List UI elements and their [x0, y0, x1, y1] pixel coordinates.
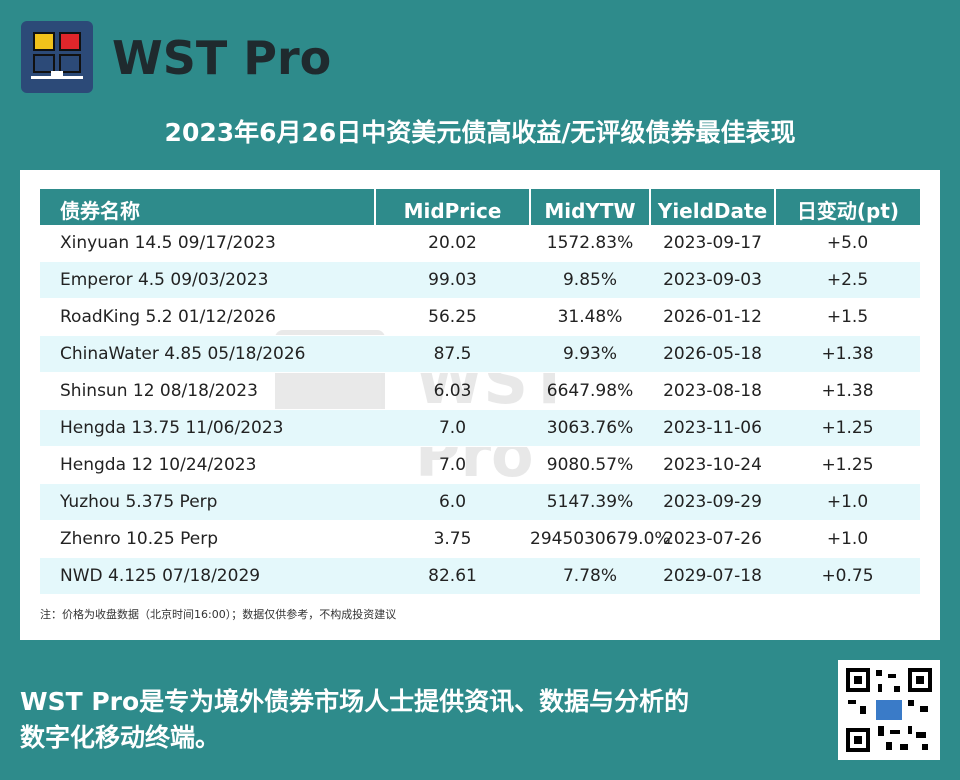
- qr-code-icon: [838, 660, 940, 760]
- cell-mid-ytw: 6647.98%: [530, 372, 650, 410]
- cell-bond-name: RoadKing 5.2 01/12/2026: [40, 298, 375, 336]
- table-row: Hengda 12 10/24/2023 7.0 9080.57% 2023-10-2…: [40, 446, 920, 484]
- header-mid-price: MidPrice: [375, 189, 531, 225]
- brand-name: WST Pro: [112, 31, 332, 85]
- cell-daily-change: +1.0: [775, 483, 920, 521]
- table-row: Zhenro 10.25 Perp 3.75 2945030679.0% 2023-0…: [40, 520, 920, 558]
- cell-bond-name: NWD 4.125 07/18/2029: [40, 557, 375, 595]
- cell-mid-price: 56.25: [375, 298, 530, 336]
- footer-description: WST Pro是专为境外债券市场人士提供资讯、数据与分析的 数字化移动终端。: [20, 684, 800, 756]
- cell-mid-ytw: 5147.39%: [530, 483, 650, 521]
- cell-yield-date: 2023-10-24: [650, 446, 775, 484]
- brand-logo-icon: [21, 21, 93, 93]
- header-bond-name: 债券名称: [40, 189, 376, 225]
- cell-daily-change: +1.38: [775, 372, 920, 410]
- cell-yield-date: 2026-05-18: [650, 335, 775, 373]
- logo-blue-square: [33, 54, 55, 73]
- table-row: Emperor 4.5 09/03/2023 99.03 9.85% 2023-09-…: [40, 261, 920, 299]
- cell-mid-price: 3.75: [375, 520, 530, 558]
- footer-line-2: 数字化移动终端。: [20, 723, 221, 752]
- cell-daily-change: +0.75: [775, 557, 920, 595]
- cell-mid-ytw: 1572.83%: [530, 225, 650, 262]
- cell-mid-price: 82.61: [375, 557, 530, 595]
- cell-mid-price: 99.03: [375, 261, 530, 299]
- table-row: ChinaWater 4.85 05/18/2026 87.5 9.93% 2026-…: [40, 335, 920, 373]
- table-row: Shinsun 12 08/18/2023 6.03 6647.98% 2023-08…: [40, 372, 920, 410]
- cell-mid-ytw: 2945030679.0%: [530, 520, 671, 558]
- logo-stand: [51, 71, 63, 77]
- table-row: RoadKing 5.2 01/12/2026 56.25 31.48% 2026-0…: [40, 298, 920, 336]
- cell-yield-date: 2023-09-29: [650, 483, 775, 521]
- page-title: 2023年6月26日中资美元债高收益/无评级债券最佳表现: [164, 118, 796, 147]
- cell-bond-name: Zhenro 10.25 Perp: [40, 520, 375, 558]
- cell-yield-date: 2026-01-12: [650, 298, 775, 336]
- cell-mid-ytw: 31.48%: [530, 298, 650, 336]
- table-card: WST Pro 债券名称 MidPrice MidYTW YieldDate 日…: [20, 170, 940, 640]
- cell-bond-name: Shinsun 12 08/18/2023: [40, 372, 375, 410]
- cell-bond-name: ChinaWater 4.85 05/18/2026: [40, 335, 375, 373]
- cell-bond-name: Xinyuan 14.5 09/17/2023: [40, 225, 375, 262]
- cell-yield-date: 2023-08-18: [650, 372, 775, 410]
- cell-daily-change: +1.25: [775, 409, 920, 447]
- logo-base-line: [31, 76, 83, 79]
- bond-table: 债券名称 MidPrice MidYTW YieldDate 日变动(pt) X…: [40, 189, 920, 595]
- table-row: NWD 4.125 07/18/2029 82.61 7.78% 2029-07-18…: [40, 557, 920, 595]
- table-row: Xinyuan 14.5 09/17/2023 20.02 1572.83% 2023…: [40, 225, 920, 262]
- cell-mid-price: 7.0: [375, 409, 530, 447]
- qr-code-graphic: [846, 668, 932, 752]
- logo-blue-square: [59, 54, 81, 73]
- cell-yield-date: 2029-07-18: [650, 557, 775, 595]
- cell-yield-date: 2023-09-03: [650, 261, 775, 299]
- logo-yellow-square: [33, 32, 55, 51]
- cell-yield-date: 2023-09-17: [650, 225, 775, 262]
- cell-daily-change: +5.0: [775, 225, 920, 262]
- cell-bond-name: Hengda 13.75 11/06/2023: [40, 409, 375, 447]
- cell-mid-ytw: 9080.57%: [530, 446, 650, 484]
- cell-daily-change: +1.5: [775, 298, 920, 336]
- cell-mid-price: 6.03: [375, 372, 530, 410]
- header-daily-change: 日变动(pt): [775, 189, 920, 225]
- cell-mid-price: 20.02: [375, 225, 530, 262]
- cell-mid-ytw: 9.85%: [530, 261, 650, 299]
- cell-mid-price: 87.5: [375, 335, 530, 373]
- cell-mid-price: 7.0: [375, 446, 530, 484]
- cell-daily-change: +2.5: [775, 261, 920, 299]
- cell-daily-change: +1.25: [775, 446, 920, 484]
- cell-bond-name: Hengda 12 10/24/2023: [40, 446, 375, 484]
- cell-daily-change: +1.0: [775, 520, 920, 558]
- cell-yield-date: 2023-11-06: [650, 409, 775, 447]
- cell-daily-change: +1.38: [775, 335, 920, 373]
- header-mid-ytw: MidYTW: [530, 189, 651, 225]
- logo-red-square: [59, 32, 81, 51]
- cell-yield-date: 2023-07-26: [650, 520, 775, 558]
- footer-line-1: WST Pro是专为境外债券市场人士提供资讯、数据与分析的: [20, 687, 690, 716]
- cell-mid-ytw: 9.93%: [530, 335, 650, 373]
- cell-bond-name: Yuzhou 5.375 Perp: [40, 483, 375, 521]
- table-header-row: 债券名称 MidPrice MidYTW YieldDate 日变动(pt): [40, 189, 920, 225]
- table-body: Xinyuan 14.5 09/17/2023 20.02 1572.83% 2023…: [40, 225, 920, 595]
- table-row: Hengda 13.75 11/06/2023 7.0 3063.76% 2023-1…: [40, 409, 920, 447]
- cell-bond-name: Emperor 4.5 09/03/2023: [40, 261, 375, 299]
- cell-mid-price: 6.0: [375, 483, 530, 521]
- table-row: Yuzhou 5.375 Perp 6.0 5147.39% 2023-09-29 +1…: [40, 483, 920, 521]
- cell-mid-ytw: 7.78%: [530, 557, 650, 595]
- header-yield-date: YieldDate: [650, 189, 776, 225]
- footnote: 注：价格为收盘数据（北京时间16:00）；数据仅供参考，不构成投资建议: [40, 608, 397, 621]
- cell-mid-ytw: 3063.76%: [530, 409, 650, 447]
